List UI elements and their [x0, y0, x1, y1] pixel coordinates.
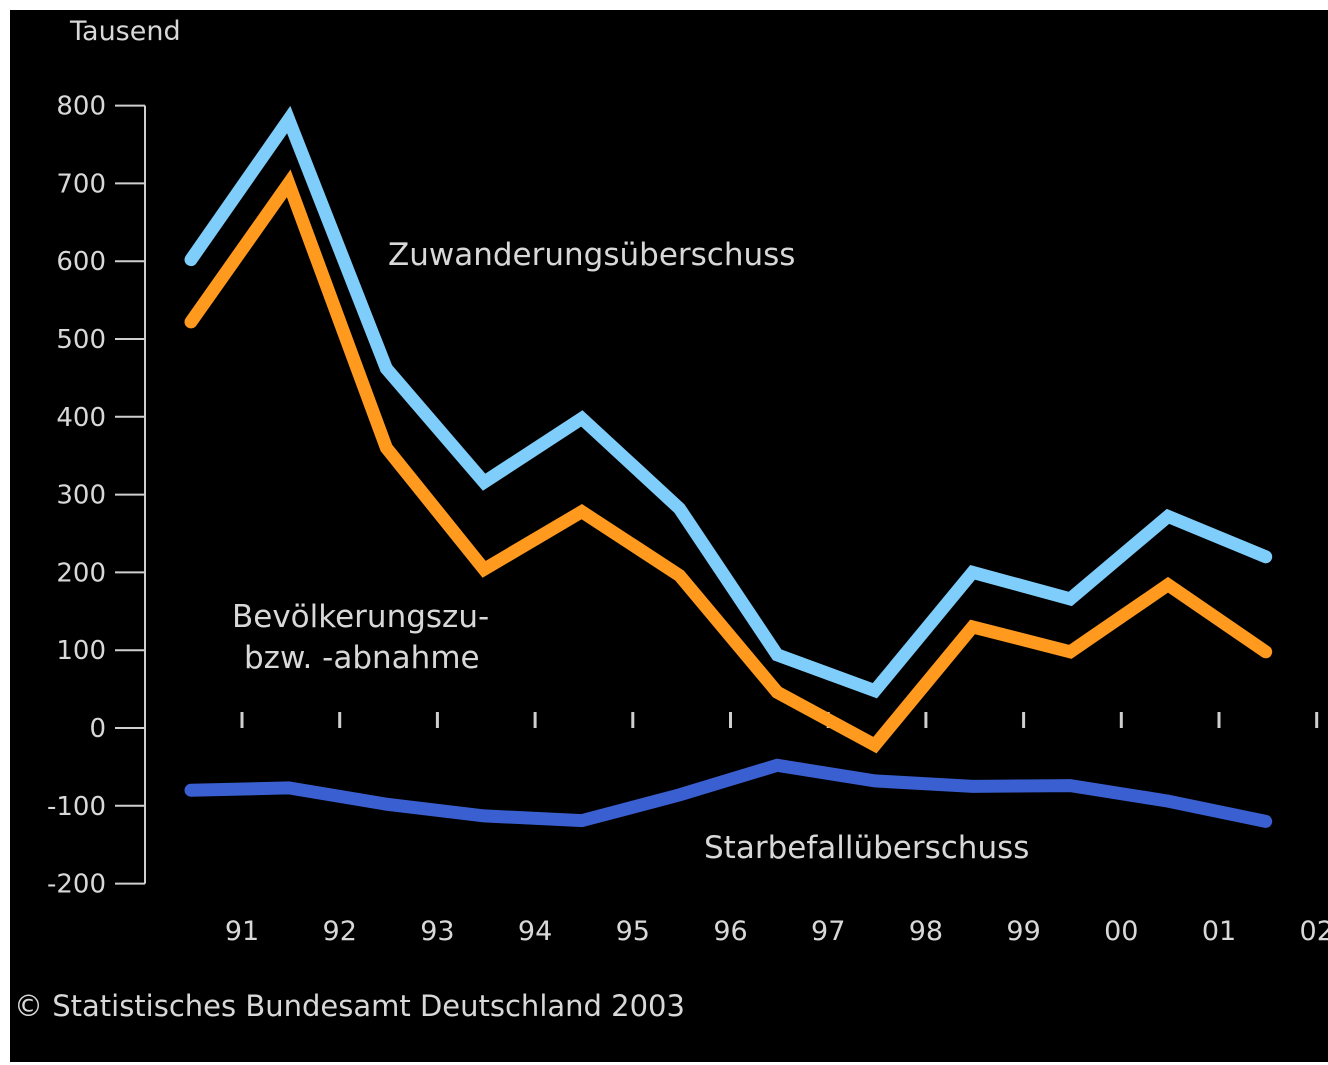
series-1-point [190, 320, 192, 323]
series-1-point [776, 691, 779, 694]
chart-frame: Tausend 800 700 600 500 400 300 200 100 0 -100 -20… [10, 10, 1328, 1062]
y-tick-label: 500 [56, 325, 106, 355]
series-line-2 [184, 758, 1273, 828]
population-line-chart: Tausend 800 700 600 500 400 300 200 100 0 -100 -20… [14, 16, 1328, 1023]
annotation-layer: Zuwanderungsüberschuss Bevölkerungszu- b… [232, 237, 1029, 866]
series-1-point [873, 744, 876, 747]
y-tick-label: 0 [89, 714, 106, 744]
series-0-point [580, 417, 583, 420]
x-tick-label: 97 [811, 916, 845, 947]
series-2-point [971, 785, 974, 788]
series-1-point [1264, 650, 1267, 653]
series-2-point [287, 786, 290, 789]
series-2-point [483, 814, 486, 817]
series-0-point [483, 481, 486, 484]
x-tick-label: 98 [909, 916, 943, 947]
series-2-point [873, 779, 876, 782]
annotation-bevoelkerung-line2: bzw. -abnahme [244, 640, 480, 676]
axis-layer: Tausend 800 700 600 500 400 300 200 100 0 -100 -20… [47, 16, 1328, 947]
series-2-point [678, 793, 681, 796]
series-2-point [190, 789, 192, 792]
series-2-point [580, 819, 583, 822]
y-axis-unit-label: Tausend [69, 16, 181, 47]
series-0-point [385, 367, 388, 370]
series-0-point [776, 653, 779, 656]
series-1-point [1167, 583, 1169, 586]
x-tick-label: 95 [616, 916, 650, 947]
x-tick-label: 01 [1202, 916, 1236, 947]
series-0-point [1069, 597, 1072, 600]
series-0-point [190, 258, 192, 261]
x-tick-label: 93 [420, 916, 454, 947]
y-tick-label: -200 [47, 870, 106, 900]
y-tick-label: 400 [56, 403, 106, 433]
y-tick-label: 300 [56, 481, 106, 511]
series-0-point [873, 689, 876, 692]
series-0-point [1167, 515, 1169, 518]
series-line-1 [184, 169, 1273, 754]
series-1-point [483, 568, 486, 571]
y-tick-label: 600 [56, 247, 106, 277]
x-tick-label: 92 [323, 916, 357, 947]
x-tick-label: 91 [225, 916, 259, 947]
y-tick-label: 700 [56, 169, 106, 199]
series-0-point [678, 507, 681, 510]
x-tick-label: 96 [713, 916, 747, 947]
x-tick-label: 00 [1104, 916, 1138, 947]
series-1-point [287, 182, 290, 185]
annotation-zuwanderungsueberschuss: Zuwanderungsüberschuss [388, 237, 795, 273]
y-tick-label: -100 [47, 792, 106, 822]
annotation-sterbefallueberschuss: Starbefallüberschuss [704, 830, 1029, 866]
x-tick-label: 94 [518, 916, 552, 947]
series-1-point [385, 446, 388, 449]
series-2-point [1264, 820, 1267, 823]
source-copyright: © Statistisches Bundesamt Deutschland 20… [14, 989, 685, 1023]
y-tick-label: 200 [56, 558, 106, 588]
series-0-point [1264, 555, 1267, 558]
series-1-point [1069, 650, 1072, 653]
series-1-point [580, 510, 583, 513]
x-tick-label: 02 [1300, 916, 1328, 947]
series-0-point [971, 571, 974, 574]
y-tick-label: 100 [56, 636, 106, 666]
annotation-bevoelkerung-line1: Bevölkerungszu- [232, 599, 489, 635]
series-1-point [971, 625, 974, 628]
series-0-point [287, 118, 290, 121]
series-2-point [1069, 784, 1072, 787]
series-1-point [678, 574, 681, 577]
series-2-point [1167, 800, 1169, 803]
y-tick-label: 800 [56, 92, 106, 122]
x-tick-label: 99 [1006, 916, 1040, 947]
series-line-0 [184, 105, 1273, 699]
series-2-point [385, 803, 388, 806]
series-2-point [776, 764, 779, 767]
series-layer [184, 105, 1273, 828]
